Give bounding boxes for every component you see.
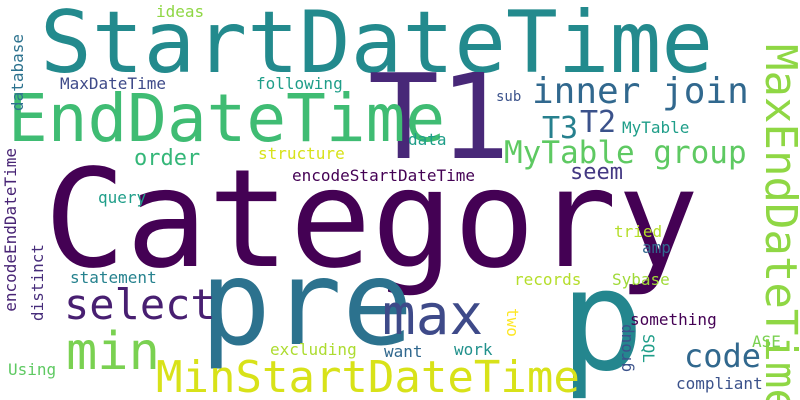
word-maxdatetime: MaxDateTime bbox=[60, 76, 166, 92]
word-using: Using bbox=[8, 362, 56, 378]
word-select: select bbox=[64, 284, 216, 326]
word-t2: T2 bbox=[580, 108, 616, 138]
word-mytable-group: MyTable group bbox=[504, 138, 747, 169]
word-work: work bbox=[454, 342, 493, 358]
word-amp: amp bbox=[642, 240, 671, 256]
word-two: two bbox=[504, 308, 520, 337]
word-distinct: distinct bbox=[30, 244, 46, 321]
word-sub: sub bbox=[496, 90, 521, 104]
word-group: group bbox=[618, 324, 634, 372]
word-min: min bbox=[66, 326, 160, 378]
word-structure: structure bbox=[258, 146, 345, 162]
word-following: following bbox=[256, 76, 343, 92]
word-t3: T3 bbox=[542, 114, 578, 144]
word-database: database bbox=[10, 34, 26, 111]
word-sybase: Sybase bbox=[612, 272, 670, 288]
word-encode-end-date-time: encodeEndDateTime bbox=[3, 148, 19, 312]
word-excluding: excluding bbox=[270, 342, 357, 358]
word-statement: statement bbox=[70, 270, 157, 286]
word-something: something bbox=[630, 312, 717, 328]
word-order: order bbox=[134, 148, 200, 170]
word-max: max bbox=[382, 288, 483, 344]
word-min-start-date-time: MinStartDateTime bbox=[156, 356, 580, 400]
word-code: code bbox=[684, 340, 761, 372]
word-want: want bbox=[384, 344, 423, 360]
word-inner-join: inner join bbox=[532, 74, 749, 110]
word-query: query bbox=[98, 190, 146, 206]
word-seem: seem bbox=[570, 162, 623, 184]
word-encode-start-date-time: encodeStartDateTime bbox=[292, 168, 475, 184]
word-records: records bbox=[514, 272, 581, 288]
word-data: data bbox=[408, 132, 447, 148]
word-ase: ASE bbox=[752, 334, 781, 350]
word-mytable: MyTable bbox=[622, 120, 689, 136]
word-compliant: compliant bbox=[676, 376, 763, 392]
word-end-date-time: EndDateTime bbox=[8, 86, 445, 152]
word-ideas: ideas bbox=[156, 4, 204, 20]
word-sql: SQL bbox=[640, 334, 656, 363]
